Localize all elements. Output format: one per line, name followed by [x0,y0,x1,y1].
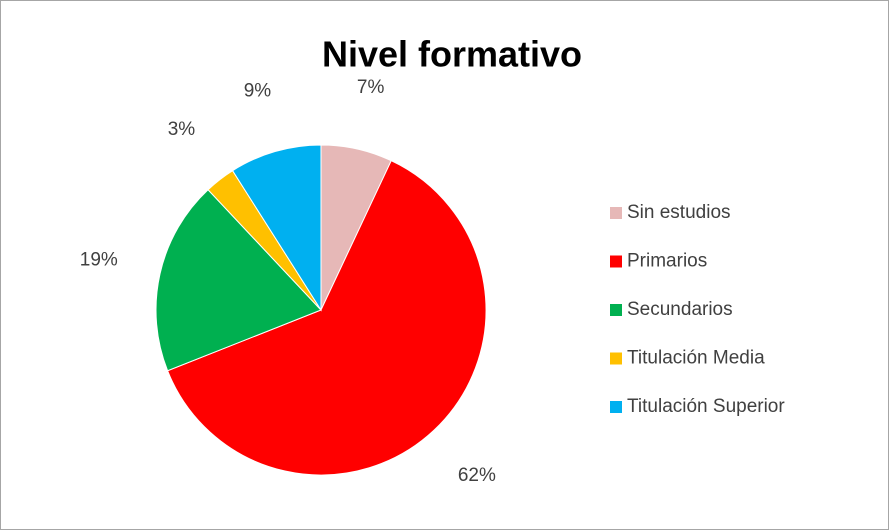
legend-label: Titulación Superior [627,396,785,417]
data-label: 3% [168,119,196,140]
data-label: 9% [244,80,272,101]
legend-label: Primarios [627,251,707,272]
legend-swatch [610,304,622,316]
legend-swatch [610,207,622,219]
legend-label: Sin estudios [627,202,731,223]
legend-label: Titulación Media [627,348,765,369]
pie-slice [155,189,322,372]
legend-swatch [610,255,622,268]
legend-swatch [610,352,622,365]
data-label: 19% [80,249,118,270]
legend-label: Secundarios [627,299,733,320]
chart-title: Nivel formativo [322,34,582,75]
data-label: 7% [357,77,385,98]
pie-slice [166,160,487,476]
data-label: 62% [458,465,496,486]
legend-swatch [610,401,622,413]
pie-slice [231,144,322,312]
